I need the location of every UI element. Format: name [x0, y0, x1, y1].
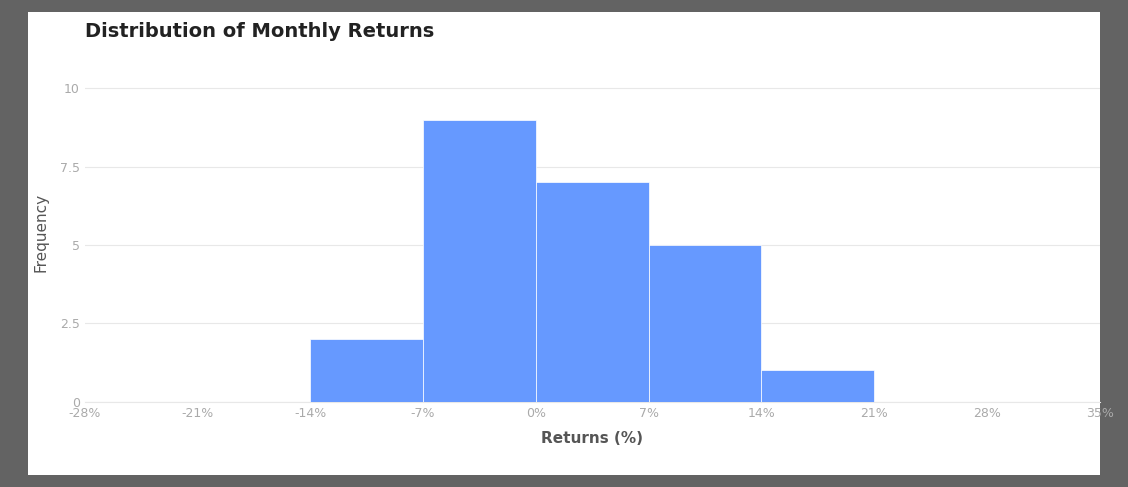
Bar [536, 183, 649, 402]
Text: Distribution of Monthly Returns: Distribution of Monthly Returns [85, 22, 434, 41]
Y-axis label: Frequency: Frequency [34, 193, 49, 272]
Bar [761, 371, 874, 402]
X-axis label: Returns (%): Returns (%) [541, 431, 643, 446]
Bar [423, 120, 536, 402]
Bar [649, 245, 761, 402]
Bar [310, 339, 423, 402]
